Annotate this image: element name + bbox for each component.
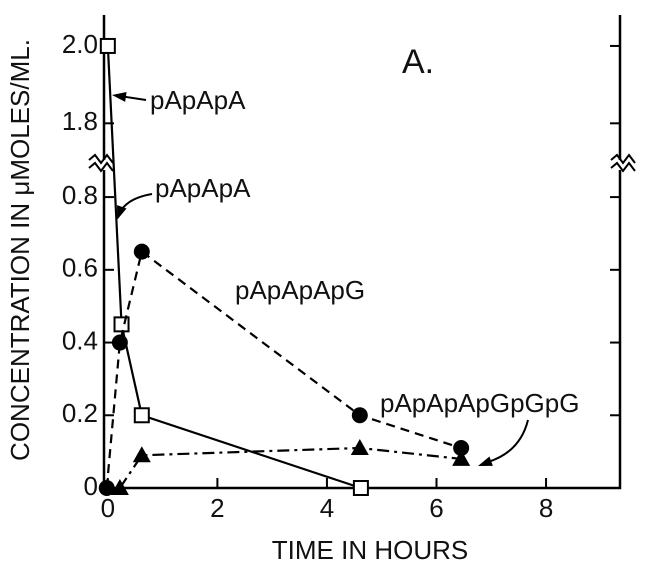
x-tick-label: 0: [101, 493, 115, 523]
marker: [452, 449, 471, 466]
arrow-head: [478, 456, 493, 466]
marker: [133, 243, 150, 260]
marker: [132, 446, 151, 463]
y-tick-label: 0.6: [62, 253, 98, 283]
series-label: pApApApGpGpG: [380, 388, 579, 418]
y-tick-label: 1.8: [62, 106, 98, 136]
y-tick-label: 0.4: [62, 325, 98, 355]
marker: [453, 440, 470, 456]
marker: [110, 479, 129, 495]
arrow-head: [117, 205, 127, 220]
series-label: pApApApG: [235, 275, 365, 305]
y-tick-label: 0: [84, 471, 98, 501]
marker: [352, 480, 369, 496]
x-tick-label: 8: [539, 493, 553, 523]
marker: [99, 37, 116, 54]
x-axis-label: TIME IN HOURS: [272, 535, 468, 565]
panel-label: A.: [402, 43, 434, 81]
arrow: [487, 419, 529, 463]
series-label: pApApA: [150, 85, 246, 115]
marker: [350, 439, 369, 455]
y-tick-label: 2.0: [62, 29, 98, 59]
series-label: pApApA: [155, 173, 251, 203]
y-axis-label: CONCENTRATION IN μMOLES/ML.: [5, 39, 35, 461]
x-tick-label: 4: [320, 493, 334, 523]
x-tick-label: 2: [210, 493, 224, 523]
series-line: [118, 446, 462, 489]
marker: [98, 480, 115, 496]
y-tick-label: 0.2: [62, 398, 98, 428]
axis-break: [610, 153, 636, 173]
marker: [111, 334, 128, 351]
series-line: [105, 249, 462, 489]
x-tick-label: 6: [429, 493, 443, 523]
marker: [133, 407, 150, 424]
break-gap: [101, 160, 107, 170]
y-tick-label: 0.8: [62, 180, 98, 210]
break-gap: [617, 160, 623, 170]
axis-break: [88, 153, 114, 173]
series-line: [106, 45, 362, 490]
arrow-head: [112, 91, 127, 102]
marker: [351, 407, 368, 424]
